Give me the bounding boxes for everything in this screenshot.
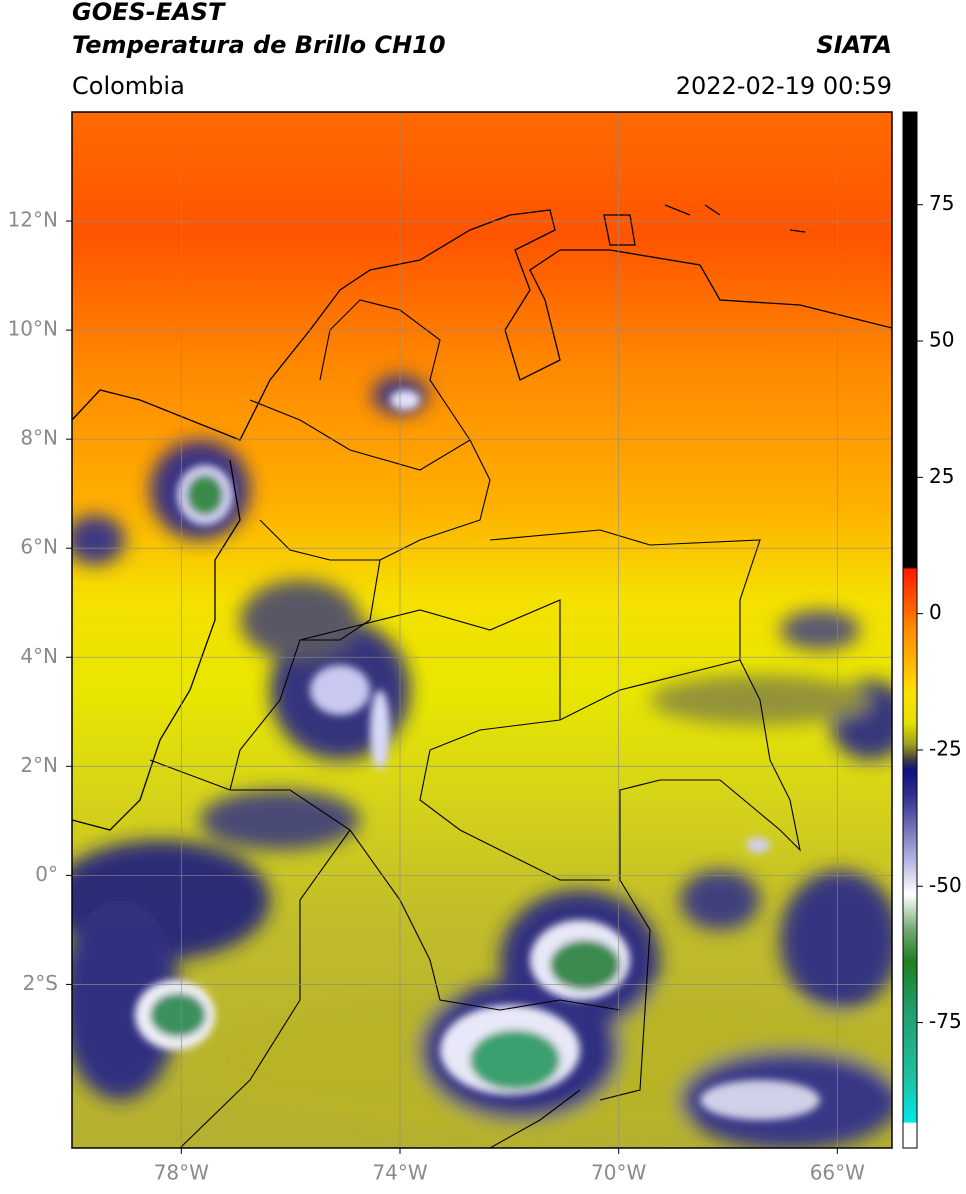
colorbar-tick-label: -25 [929, 736, 962, 760]
source-title: SIATA [816, 31, 892, 59]
colorbar-tick-label: -50 [929, 873, 962, 897]
borders [149, 299, 801, 1148]
x-tick-label: 70°W [591, 1161, 646, 1185]
y-tick-label: 2°S [23, 971, 58, 995]
x-tick-label: 74°W [372, 1161, 427, 1185]
satellite-image [72, 112, 892, 1148]
x-tick-label: 78°W [154, 1161, 209, 1185]
product-title: Temperatura de Brillo CH10 [72, 31, 446, 59]
colorbar-tick-label: 25 [929, 464, 954, 488]
map-frame [71, 111, 893, 1149]
y-tick-label: 12°N [8, 208, 58, 232]
graticule [72, 112, 892, 1148]
y-tick-label: 8°N [20, 426, 58, 450]
y-tick-label: 0° [35, 862, 58, 886]
colorbar-tick-label: 50 [929, 328, 954, 352]
region-label: Colombia [72, 72, 185, 100]
datetime-label: 2022-02-19 00:59 [676, 72, 892, 100]
colorbar-tick-label: 75 [929, 191, 954, 215]
coastlines [72, 204, 892, 831]
y-tick-label: 10°N [8, 317, 58, 341]
colorbar [902, 111, 918, 1149]
y-tick-label: 2°N [20, 753, 58, 777]
colorbar-tick-label: 0 [929, 600, 942, 624]
colorbar-tick-label: -75 [929, 1009, 962, 1033]
x-tick-label: 66°W [810, 1161, 865, 1185]
y-tick-label: 4°N [20, 644, 58, 668]
y-tick-label: 6°N [20, 535, 58, 559]
satellite-title: GOES-EAST [72, 0, 226, 26]
